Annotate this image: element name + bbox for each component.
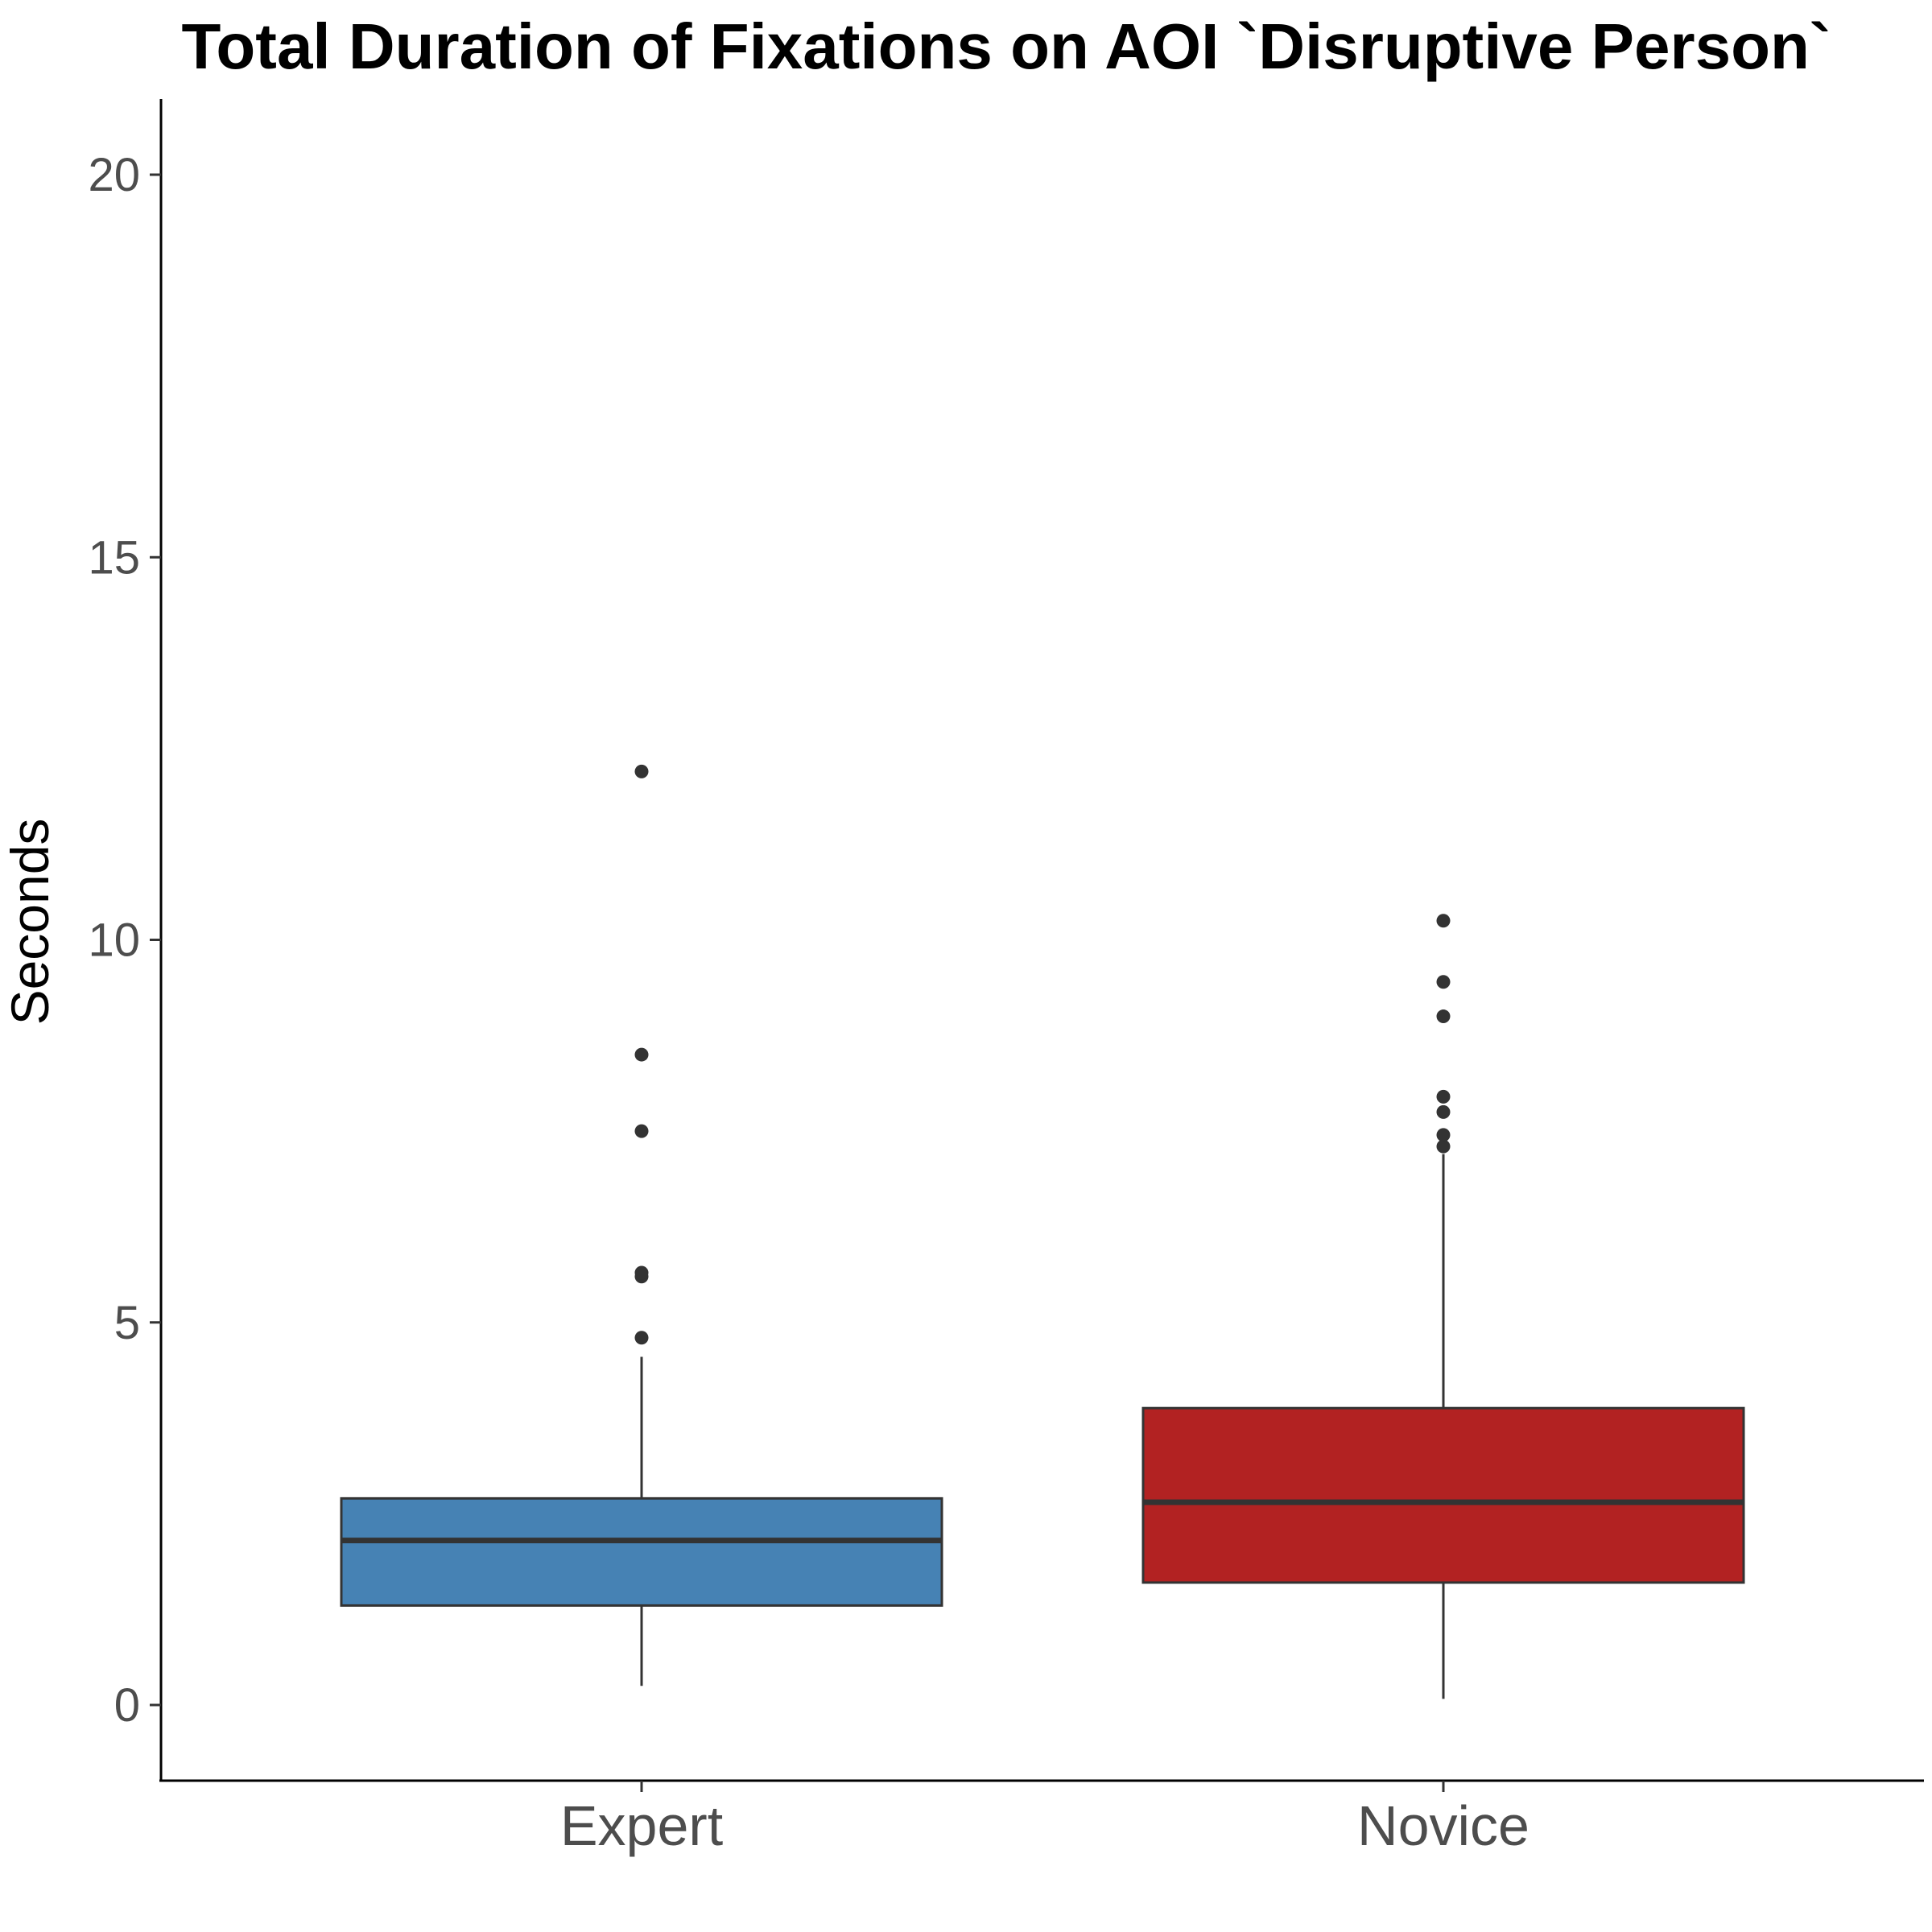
y-tick-label: 5 (114, 1297, 140, 1349)
outlier-point-novice (1436, 914, 1451, 928)
outlier-point-expert (634, 764, 649, 778)
y-axis-label: Seconds (0, 819, 60, 1026)
x-tick-label-expert: Expert (560, 1794, 723, 1857)
outlier-point-expert (634, 1331, 649, 1345)
y-tick-label: 20 (88, 149, 140, 201)
box-group-expert (340, 764, 943, 1686)
outlier-point-novice (1436, 1128, 1451, 1142)
outlier-point-novice (1436, 1089, 1451, 1104)
outlier-point-expert (634, 1047, 649, 1062)
y-tick-label: 0 (114, 1679, 140, 1732)
y-tick-label: 10 (88, 914, 140, 967)
box-novice (1141, 1406, 1745, 1584)
chart-title: Total Duration of Fixations on AOI `Disr… (182, 10, 1831, 82)
outlier-point-expert (634, 1265, 649, 1280)
boxes (340, 764, 1745, 1699)
outlier-point-novice (1436, 975, 1451, 989)
outlier-point-expert (634, 1124, 649, 1138)
y-ticks: 0 5 10 15 20 (88, 149, 161, 1732)
outlier-point-novice (1436, 1009, 1451, 1024)
x-ticks: Expert Novice (560, 1781, 1530, 1857)
outlier-point-novice (1436, 1139, 1451, 1154)
box-expert (340, 1496, 943, 1607)
outlier-point-novice (1436, 1104, 1451, 1119)
box-group-novice (1141, 914, 1745, 1699)
x-tick-label-novice: Novice (1357, 1794, 1530, 1857)
y-tick-label: 15 (88, 531, 140, 584)
